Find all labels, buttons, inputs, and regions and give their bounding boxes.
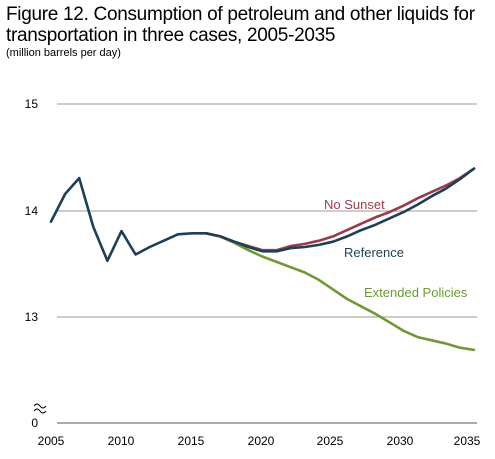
axis-break-icon	[33, 403, 47, 414]
series-label-no-sunset: No Sunset	[324, 197, 385, 212]
y-tick-label-15: 15	[25, 97, 39, 111]
x-tick-label-2035: 2035	[454, 434, 481, 448]
series-line-reference	[49, 167, 476, 263]
y-tick-label-0: 0	[31, 416, 38, 430]
x-tick-label-2025: 2025	[317, 434, 344, 448]
chart-title: Figure 12. Consumption of petroleum and …	[6, 4, 475, 46]
x-tick-label-2010: 2010	[108, 434, 135, 448]
series-lines	[49, 167, 476, 352]
series-label-reference: Reference	[344, 245, 404, 260]
y-tick-label-13: 13	[25, 310, 39, 324]
x-tick-label-2020: 2020	[248, 434, 275, 448]
y-tick-labels: 15 14 13 0	[25, 97, 39, 430]
x-tick-label-2005: 2005	[38, 434, 65, 448]
x-tick-label-2015: 2015	[178, 434, 205, 448]
x-tick-labels: 2005 2010 2015 2020 2025 2030 2035	[38, 434, 481, 448]
series-labels: No Sunset Reference Extended Policies	[324, 197, 468, 300]
series-label-extended-policies: Extended Policies	[364, 285, 468, 300]
chart-subtitle: (million barrels per day)	[6, 47, 121, 59]
x-tick-label-2030: 2030	[387, 434, 414, 448]
y-tick-label-14: 14	[25, 204, 39, 218]
series-line-extended-policies	[204, 232, 476, 352]
